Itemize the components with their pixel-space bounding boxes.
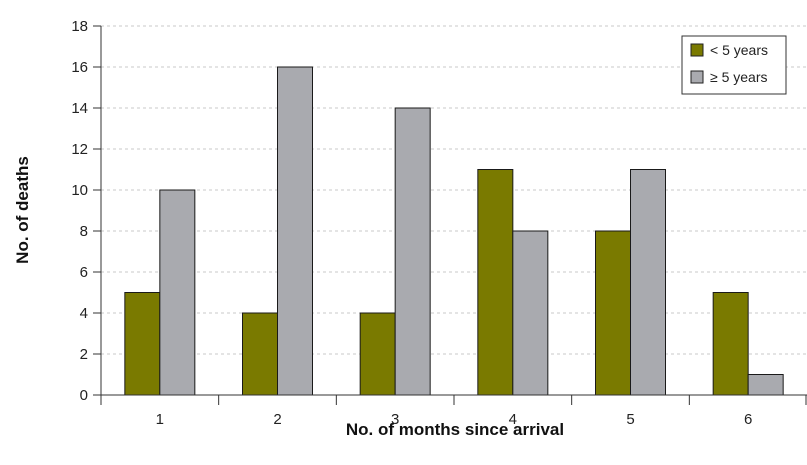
bar-5-plus-years bbox=[747, 374, 784, 396]
bar-5-plus-years bbox=[512, 230, 549, 396]
y-tick-label: 2 bbox=[80, 346, 88, 363]
y-tick-labels: 0 2 4 6 8 10 12 14 16 18 bbox=[71, 18, 88, 404]
legend-swatch-5-plus bbox=[690, 70, 704, 84]
y-axis-title: No. of deaths bbox=[13, 156, 32, 264]
legend: < 5 years ≥ 5 years bbox=[681, 35, 787, 95]
y-tick-label: 4 bbox=[80, 305, 88, 322]
bar-under-5-years bbox=[477, 169, 514, 396]
y-tick-label: 6 bbox=[80, 264, 88, 281]
bars bbox=[124, 66, 784, 396]
bar-under-5-years bbox=[242, 312, 278, 396]
bar-5-plus-years bbox=[630, 169, 666, 396]
bar-5-plus-years bbox=[394, 107, 431, 396]
x-tick-label: 2 bbox=[273, 411, 281, 428]
y-tick-label: 8 bbox=[80, 223, 88, 240]
y-tick-label: 0 bbox=[80, 387, 88, 404]
legend-swatch-under-5 bbox=[690, 43, 704, 57]
y-tick-label: 18 bbox=[71, 18, 88, 35]
axes bbox=[93, 25, 807, 405]
x-tick-label: 4 bbox=[509, 411, 517, 428]
x-tick-label: 1 bbox=[156, 411, 164, 428]
legend-label-5-plus: ≥ 5 years bbox=[710, 69, 767, 85]
y-tick-label: 16 bbox=[71, 59, 88, 76]
bar-5-plus-years bbox=[159, 189, 196, 396]
bar-under-5-years bbox=[359, 312, 396, 396]
x-tick-label: 6 bbox=[744, 411, 752, 428]
legend-label-under-5: < 5 years bbox=[710, 42, 768, 58]
bar-5-plus-years bbox=[277, 66, 313, 396]
x-tick-label: 3 bbox=[391, 411, 399, 428]
y-tick-label: 10 bbox=[71, 182, 88, 199]
x-tick-labels: 1 2 3 4 5 6 bbox=[156, 411, 753, 428]
y-tick-label: 12 bbox=[71, 141, 88, 158]
x-axis-title: No. of months since arrival bbox=[346, 420, 564, 439]
bar-under-5-years bbox=[712, 292, 749, 396]
x-tick-label: 5 bbox=[626, 411, 634, 428]
bar-under-5-years bbox=[124, 292, 161, 396]
y-tick-label: 14 bbox=[71, 100, 88, 117]
bar-under-5-years bbox=[595, 230, 631, 396]
